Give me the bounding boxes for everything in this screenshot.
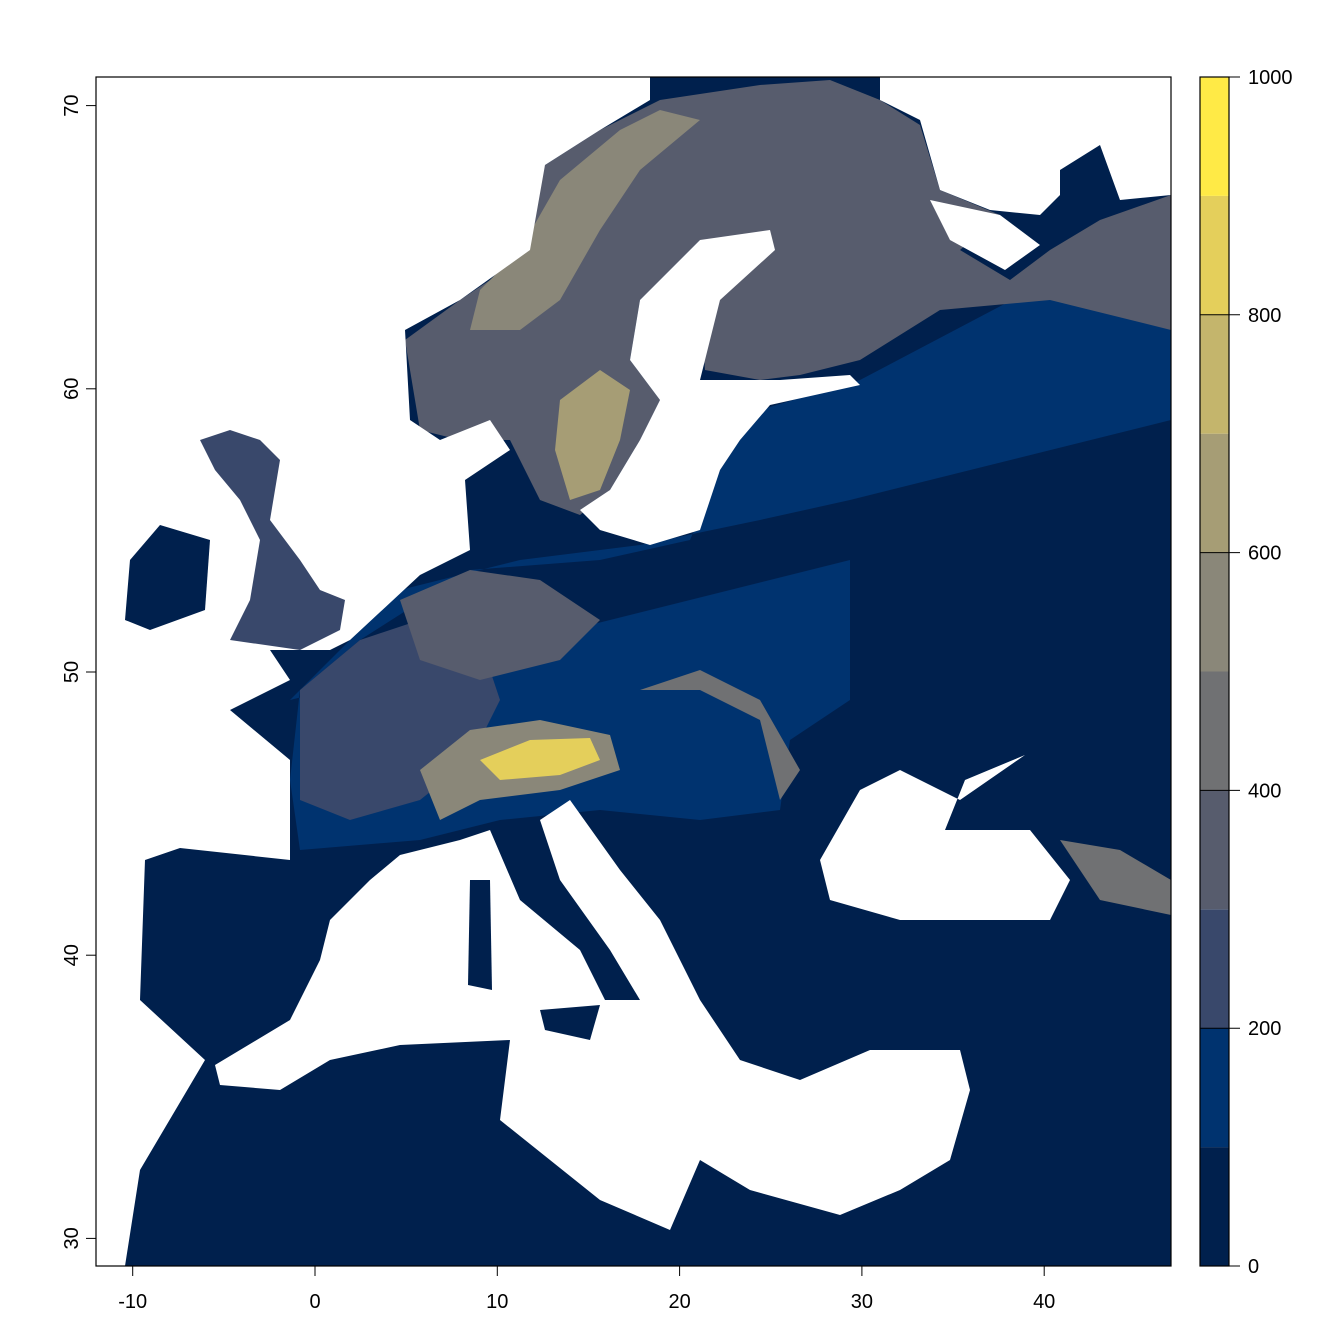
region-scandinavia-high xyxy=(470,110,700,330)
x-tick-label: 40 xyxy=(1033,1291,1055,1313)
legend-swatch xyxy=(1200,671,1229,791)
y-tick-label: 60 xyxy=(61,378,83,400)
x-tick-label: 20 xyxy=(668,1291,690,1313)
region-south-sweden xyxy=(555,370,630,500)
sea-white-sea xyxy=(930,200,1040,270)
region-central-europe xyxy=(290,280,1171,850)
region-carpathians xyxy=(640,670,800,800)
legend-swatch xyxy=(1200,433,1229,553)
land-sicily xyxy=(540,1005,600,1040)
legend-tick-label: 800 xyxy=(1248,305,1281,327)
legend-swatch xyxy=(1200,195,1229,315)
legend-tick-label: 400 xyxy=(1248,780,1281,802)
y-tick-label: 50 xyxy=(61,661,83,683)
legend-tick-label: 600 xyxy=(1248,543,1281,565)
legend-tick-label: 200 xyxy=(1248,1018,1281,1040)
legend-colorbar: 0 200 400 600 800 1000 xyxy=(1199,67,1293,1278)
x-tick-label: 30 xyxy=(851,1291,873,1313)
legend-swatch xyxy=(1200,1028,1229,1148)
land-great-britain xyxy=(200,430,345,650)
y-tick-label: 40 xyxy=(61,944,83,966)
x-tick-label: -10 xyxy=(118,1291,147,1313)
x-tick-label: 10 xyxy=(486,1291,508,1313)
sea-baltic xyxy=(580,230,860,545)
sea-black-sea xyxy=(820,755,1070,920)
sea-atlantic xyxy=(96,77,650,1266)
x-axis: -10 0 10 20 30 40 xyxy=(118,1266,1055,1313)
land-corsica-sardinia xyxy=(468,880,492,990)
legend-swatch xyxy=(1200,314,1229,434)
y-axis: 30 40 50 60 70 xyxy=(61,94,96,1250)
region-caucasus xyxy=(1060,840,1171,915)
legend-swatch xyxy=(1200,790,1229,910)
legend-swatch xyxy=(1200,77,1229,196)
region-alps-high xyxy=(480,738,600,780)
legend-swatch xyxy=(1200,1147,1229,1266)
legend-swatch xyxy=(1200,909,1229,1029)
y-tick-label: 30 xyxy=(61,1227,83,1249)
legend-tick-label: 0 xyxy=(1248,1256,1259,1278)
region-germany-uplands xyxy=(400,570,600,680)
sea-arctic xyxy=(880,77,1171,215)
legend-swatch xyxy=(1200,552,1229,672)
raster-map xyxy=(96,77,1171,1266)
x-tick-label: 0 xyxy=(309,1291,320,1313)
legend-tick-label: 1000 xyxy=(1248,67,1293,89)
y-tick-label: 70 xyxy=(61,94,83,116)
land-ireland xyxy=(125,525,210,630)
